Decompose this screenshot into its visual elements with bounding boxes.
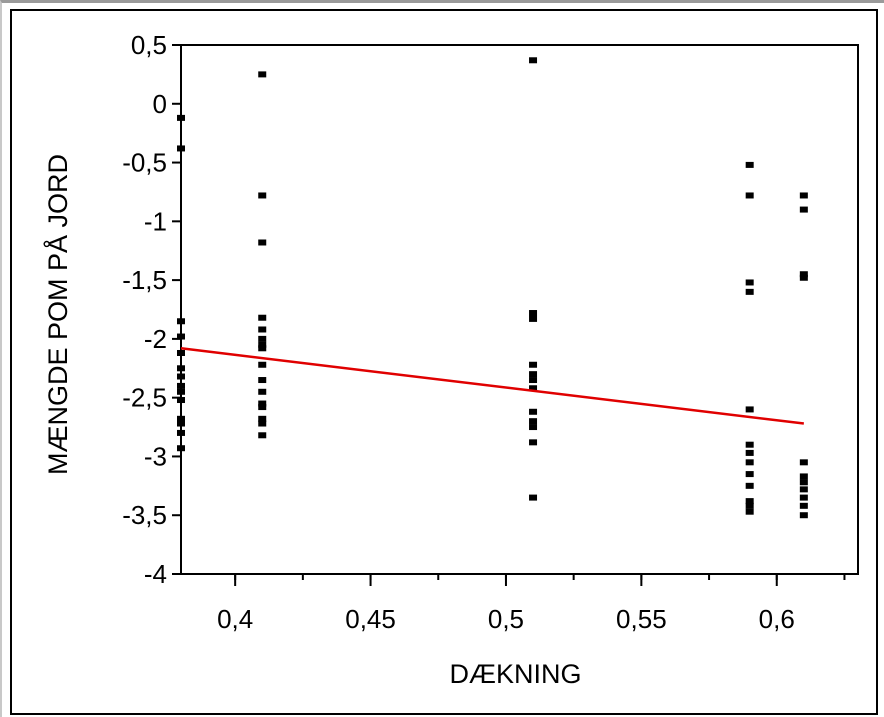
data-point xyxy=(529,361,538,368)
data-point xyxy=(177,445,185,452)
chart-panel: MÆNGDE POM PÅ JORD DÆKNING 0,5 0 -0,5 -1 -1,… xyxy=(10,9,878,715)
data-point xyxy=(745,459,754,466)
data-point xyxy=(745,471,754,478)
data-point xyxy=(799,271,808,278)
x-tick-label: 0,45 xyxy=(345,604,396,634)
data-point xyxy=(258,400,267,407)
data-point xyxy=(529,385,538,392)
y-tick-label: -4 xyxy=(144,559,167,589)
data-point xyxy=(799,512,808,519)
data-point xyxy=(258,404,267,411)
y-axis-title-group: MÆNGDE POM PÅ JORD xyxy=(42,154,73,475)
data-point xyxy=(745,161,754,168)
data-point xyxy=(177,318,185,325)
y-tick-label: -3 xyxy=(144,441,167,471)
y-axis-title: MÆNGDE POM PÅ JORD xyxy=(42,154,73,475)
data-point xyxy=(258,314,267,321)
data-point xyxy=(177,415,185,422)
data-point xyxy=(177,333,185,340)
data-point xyxy=(745,279,754,286)
y-tick-label: 0,5 xyxy=(131,30,167,60)
data-point xyxy=(799,459,808,466)
y-tick-label: -0,5 xyxy=(122,148,167,178)
data-point xyxy=(745,441,754,448)
data-point xyxy=(258,432,267,439)
data-point xyxy=(745,192,754,199)
x-axis-title: DÆKNING xyxy=(449,659,581,689)
data-point xyxy=(258,361,267,368)
y-tick-label: -1,5 xyxy=(122,265,167,295)
data-point xyxy=(799,192,808,199)
data-point xyxy=(745,482,754,489)
data-point xyxy=(258,239,267,246)
data-point xyxy=(258,71,267,78)
data-point xyxy=(177,382,185,389)
regression-line xyxy=(180,347,804,425)
data-point xyxy=(258,192,267,199)
x-tick-label: 0,5 xyxy=(488,604,524,634)
data-point xyxy=(258,326,267,333)
data-point xyxy=(529,408,538,415)
data-point xyxy=(529,315,538,322)
data-point xyxy=(177,114,185,121)
data-point xyxy=(529,418,538,425)
y-tick-label: -2 xyxy=(144,324,167,354)
data-point xyxy=(177,349,185,356)
plot-frame xyxy=(180,44,859,575)
data-point xyxy=(745,498,754,505)
x-tick-label: 0,55 xyxy=(616,604,667,634)
data-point xyxy=(177,145,185,152)
data-point xyxy=(799,494,808,501)
y-tick-label: -2,5 xyxy=(122,383,167,413)
data-point xyxy=(258,377,267,384)
data-point xyxy=(258,335,267,342)
x-tick-label: 0,6 xyxy=(759,604,795,634)
data-point xyxy=(799,206,808,213)
data-point xyxy=(799,473,808,480)
data-point xyxy=(745,288,754,295)
data-point xyxy=(177,397,185,404)
data-point xyxy=(529,424,538,431)
y-tick-label: -3,5 xyxy=(122,500,167,530)
data-point xyxy=(258,345,267,352)
data-point xyxy=(745,449,754,456)
data-point xyxy=(529,310,538,317)
data-point xyxy=(258,420,267,427)
data-point xyxy=(799,486,808,493)
data-point xyxy=(177,429,185,436)
data-point xyxy=(258,415,267,422)
data-point xyxy=(177,373,185,380)
data-point xyxy=(799,479,808,486)
data-point xyxy=(258,341,267,348)
data-point xyxy=(745,406,754,413)
data-point xyxy=(799,274,808,281)
data-point xyxy=(745,502,754,509)
data-point xyxy=(529,377,538,384)
data-point xyxy=(177,420,185,427)
y-tick-label: -1 xyxy=(144,206,167,236)
data-point xyxy=(529,57,538,64)
scatter-chart: MÆNGDE POM PÅ JORD DÆKNING 0,5 0 -0,5 -1 -1,… xyxy=(42,30,859,689)
y-tick-label: 0 xyxy=(153,89,167,119)
data-point xyxy=(177,388,185,395)
data-point xyxy=(258,388,267,395)
data-point xyxy=(529,371,538,378)
plot-area: 0,5 0 -0,5 -1 -1,5 -2 -2,5 -3 -3,5 -4 0,4 0,45 0,5 0,… xyxy=(122,30,859,634)
data-point xyxy=(745,508,754,515)
data-point xyxy=(529,439,538,446)
data-point xyxy=(799,502,808,509)
x-tick-label: 0,4 xyxy=(217,604,253,634)
data-point xyxy=(177,365,185,372)
data-point xyxy=(529,494,538,501)
